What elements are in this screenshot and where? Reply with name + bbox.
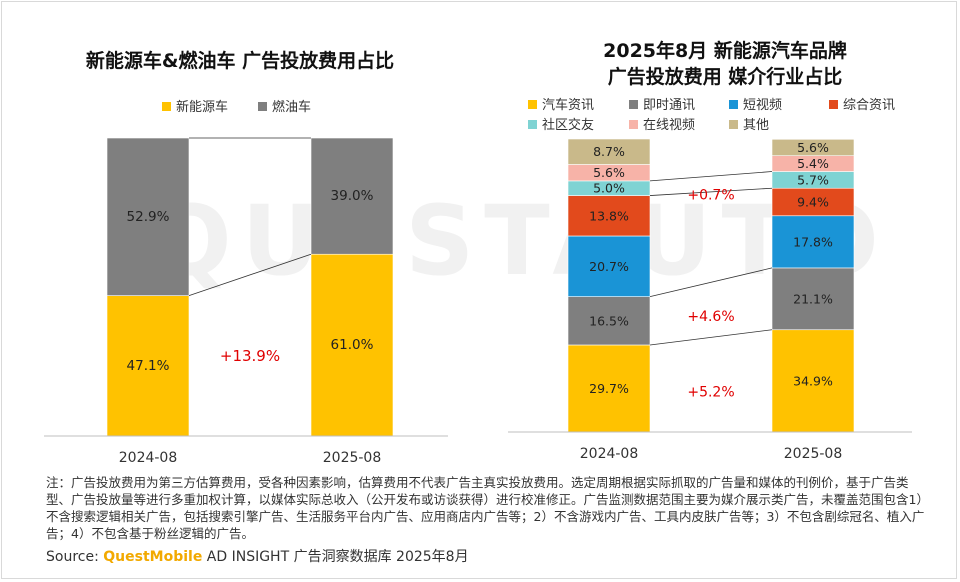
right-legend-item: 其他 [729, 114, 769, 133]
right-legend-label: 综合资讯 [843, 98, 896, 113]
right-legend-label: 社区交友 [542, 118, 595, 133]
right-legend-item: 综合资讯 [829, 94, 895, 113]
right-data-label: 17.8% [793, 234, 833, 249]
source-suffix: AD INSIGHT 广告洞察数据库 2025年8月 [202, 549, 469, 565]
right-data-label: 20.7% [589, 259, 629, 274]
footnote: 注：广告投放费用为第三方估算费用，受各种因素影响，估算费用不代表广告主真实投放费… [46, 475, 925, 541]
right-delta-annotation: +5.2% [687, 384, 734, 400]
right-delta-annotation: +0.7% [687, 188, 734, 204]
right-legend-swatch [729, 120, 738, 129]
left-connector-line [188, 253, 312, 297]
right-connector-line [649, 187, 773, 196]
right-legend-item: 即时通讯 [629, 94, 695, 113]
right-bar-segment [567, 296, 651, 346]
right-legend-item: 社区交友 [528, 114, 594, 133]
left-legend-item: 燃油车 [258, 96, 311, 115]
right-bar-segment [771, 187, 855, 217]
right-legend-swatch [829, 100, 838, 109]
right-x-tick-label: 2025-08 [784, 446, 843, 462]
right-bar-segment [567, 195, 651, 237]
right-delta-annotation: +4.6% [687, 309, 734, 325]
right-legend-label: 其他 [743, 118, 770, 133]
right-chart-title: 2025年8月 新能源汽车品牌 广告投放费用 媒介行业占比 [495, 38, 955, 90]
left-data-label: 39.0% [331, 188, 374, 204]
right-data-label: 5.4% [797, 156, 829, 171]
right-data-label: 9.4% [797, 194, 829, 209]
right-bar-segment [771, 267, 855, 331]
left-bar-segment [310, 137, 394, 255]
right-data-label: 8.7% [593, 144, 625, 159]
right-legend-label: 短视频 [743, 98, 783, 113]
right-chart-title-line-2: 广告投放费用 媒介行业占比 [607, 66, 843, 88]
left-legend-label: 新能源车 [176, 100, 229, 115]
right-bar-segment [771, 215, 855, 269]
right-data-label: 5.7% [797, 172, 829, 187]
left-bar-segment [106, 295, 190, 437]
right-legend-item: 在线视频 [629, 114, 695, 133]
source-prefix: Source: [46, 549, 104, 565]
left-x-tick-label: 2025-08 [323, 450, 382, 466]
right-legend-swatch [729, 100, 738, 109]
right-data-label: 16.5% [589, 313, 629, 328]
right-legend-label: 在线视频 [643, 118, 696, 133]
source-brand: QuestMobile [103, 549, 203, 565]
right-bar-segment [771, 138, 855, 157]
right-x-tick-label: 2024-08 [580, 446, 639, 462]
right-bar-segment [567, 138, 651, 165]
right-data-label: 13.8% [589, 208, 629, 223]
left-data-label: 61.0% [331, 337, 374, 353]
right-legend-item: 汽车资讯 [528, 94, 594, 113]
right-chart-title-line-1: 2025年8月 新能源汽车品牌 [603, 40, 847, 62]
source-line: Source: QuestMobile AD INSIGHT 广告洞察数据库 2… [46, 546, 469, 566]
left-x-tick-label: 2024-08 [119, 450, 178, 466]
right-connector-line [649, 171, 773, 182]
left-bar-segment [106, 137, 190, 296]
right-bar-segment [567, 344, 651, 433]
right-bar-segment [771, 329, 855, 433]
right-legend-swatch [528, 120, 537, 129]
right-connector-line [649, 267, 773, 298]
left-data-label: 52.9% [127, 209, 170, 225]
left-legend-item: 新能源车 [162, 96, 228, 115]
left-delta-annotation: +13.9% [220, 347, 280, 365]
left-legend-swatch [162, 102, 171, 111]
left-legend-swatch [258, 102, 267, 111]
left-data-label: 47.1% [127, 358, 170, 374]
right-data-label: 5.0% [593, 181, 625, 196]
right-data-label: 29.7% [589, 381, 629, 396]
left-legend-label: 燃油车 [272, 100, 312, 115]
right-data-label: 5.6% [797, 140, 829, 155]
left-chart-title: 新能源车&燃油车 广告投放费用占比 [85, 50, 395, 72]
right-connector-line [649, 329, 773, 346]
right-data-label: 5.6% [593, 165, 625, 180]
right-data-label: 34.9% [793, 373, 833, 388]
right-legend-label: 汽车资讯 [542, 98, 595, 113]
right-legend-item: 短视频 [729, 94, 782, 113]
right-bar-segment [567, 235, 651, 297]
right-data-label: 21.1% [793, 291, 833, 306]
right-legend-label: 即时通讯 [643, 98, 696, 113]
right-legend-swatch [629, 100, 638, 109]
right-legend-swatch [629, 120, 638, 129]
right-legend-swatch [528, 100, 537, 109]
